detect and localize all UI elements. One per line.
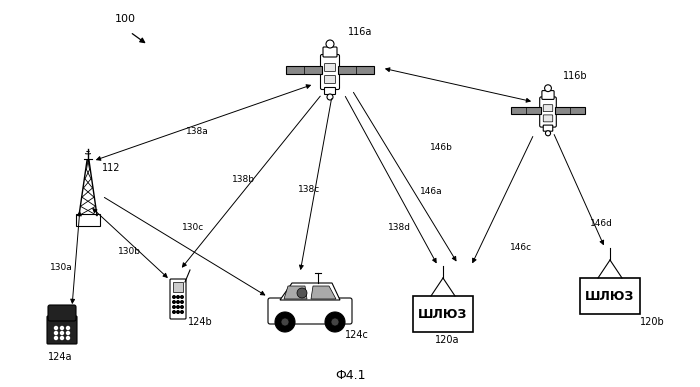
Text: 130a: 130a (50, 264, 73, 272)
Circle shape (181, 301, 183, 303)
Text: 100: 100 (115, 14, 136, 24)
Bar (76, 214, 100, 226)
Circle shape (181, 311, 183, 313)
Circle shape (176, 311, 179, 313)
Circle shape (66, 337, 69, 339)
FancyBboxPatch shape (542, 91, 554, 99)
Text: 138a: 138a (186, 127, 209, 137)
Circle shape (66, 327, 69, 329)
Text: Ф4.1: Ф4.1 (335, 369, 365, 382)
Circle shape (55, 337, 57, 339)
Circle shape (60, 337, 64, 339)
FancyBboxPatch shape (325, 75, 335, 84)
FancyBboxPatch shape (543, 125, 553, 131)
Text: 138b: 138b (232, 175, 255, 185)
Circle shape (181, 296, 183, 298)
Text: ШЛЮЗ: ШЛЮЗ (419, 308, 468, 320)
Text: 138c: 138c (298, 185, 321, 195)
Text: 130b: 130b (118, 248, 141, 257)
Circle shape (173, 311, 175, 313)
FancyBboxPatch shape (510, 107, 541, 114)
FancyBboxPatch shape (268, 298, 352, 324)
Text: 112: 112 (102, 163, 120, 173)
Circle shape (176, 301, 179, 303)
Circle shape (281, 318, 289, 326)
Text: 130c: 130c (182, 224, 204, 233)
FancyBboxPatch shape (170, 279, 186, 319)
FancyBboxPatch shape (580, 278, 640, 314)
Circle shape (173, 301, 175, 303)
FancyBboxPatch shape (47, 316, 77, 344)
Circle shape (173, 296, 175, 298)
Text: 124b: 124b (188, 317, 213, 327)
FancyBboxPatch shape (325, 63, 335, 72)
Text: 116b: 116b (563, 71, 587, 81)
FancyBboxPatch shape (48, 305, 76, 321)
Circle shape (60, 332, 64, 334)
FancyBboxPatch shape (286, 66, 322, 74)
Circle shape (173, 306, 175, 308)
Bar (173, 282, 183, 292)
FancyBboxPatch shape (413, 296, 473, 332)
Circle shape (55, 327, 57, 329)
Circle shape (60, 327, 64, 329)
Polygon shape (311, 286, 336, 299)
Circle shape (545, 85, 552, 92)
Text: 146d: 146d (590, 219, 613, 228)
Text: ШЛЮЗ: ШЛЮЗ (585, 289, 635, 303)
Circle shape (176, 306, 179, 308)
Text: 146a: 146a (420, 187, 442, 197)
FancyBboxPatch shape (543, 105, 553, 112)
Text: 116a: 116a (348, 27, 372, 37)
FancyBboxPatch shape (543, 115, 553, 122)
FancyBboxPatch shape (338, 66, 374, 74)
FancyBboxPatch shape (555, 107, 585, 114)
Circle shape (326, 40, 334, 48)
Circle shape (275, 312, 295, 332)
Circle shape (325, 312, 345, 332)
Circle shape (55, 332, 57, 334)
Circle shape (176, 296, 179, 298)
Text: 146b: 146b (430, 144, 453, 152)
FancyBboxPatch shape (325, 87, 335, 94)
Polygon shape (280, 283, 340, 300)
Polygon shape (284, 286, 307, 299)
Circle shape (327, 94, 333, 100)
FancyBboxPatch shape (321, 55, 340, 89)
Circle shape (545, 131, 550, 136)
Circle shape (297, 288, 307, 298)
Text: 120a: 120a (435, 335, 459, 345)
Text: 124a: 124a (48, 352, 73, 362)
Circle shape (331, 318, 339, 326)
Circle shape (181, 306, 183, 308)
Circle shape (66, 332, 69, 334)
FancyBboxPatch shape (323, 47, 337, 57)
Text: 120b: 120b (640, 317, 665, 327)
FancyBboxPatch shape (540, 97, 557, 127)
Text: 146c: 146c (510, 243, 532, 252)
Text: 124c: 124c (345, 330, 369, 340)
Text: 138d: 138d (388, 224, 411, 233)
